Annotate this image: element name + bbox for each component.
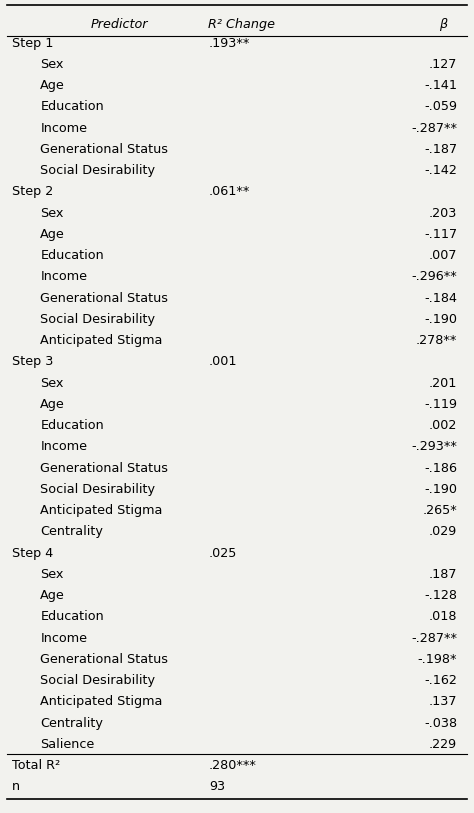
- Text: .278**: .278**: [416, 334, 457, 347]
- Text: Education: Education: [40, 611, 104, 624]
- Text: .187: .187: [428, 567, 457, 580]
- Text: Anticipated Stigma: Anticipated Stigma: [40, 504, 163, 517]
- Text: -.141: -.141: [424, 79, 457, 92]
- Text: R² Change: R² Change: [208, 18, 275, 31]
- Text: .193**: .193**: [209, 37, 250, 50]
- Text: Step 2: Step 2: [12, 185, 54, 198]
- Text: -.190: -.190: [424, 313, 457, 326]
- Text: Generational Status: Generational Status: [40, 462, 168, 475]
- Text: .001: .001: [209, 355, 237, 368]
- Text: -.142: -.142: [424, 164, 457, 177]
- Text: .280***: .280***: [209, 759, 257, 772]
- Text: -.038: -.038: [424, 716, 457, 729]
- Text: Age: Age: [40, 589, 65, 602]
- Text: Centrality: Centrality: [40, 525, 103, 538]
- Text: -.059: -.059: [424, 100, 457, 113]
- Text: Social Desirability: Social Desirability: [40, 164, 155, 177]
- Text: Step 4: Step 4: [12, 546, 54, 559]
- Text: -.128: -.128: [424, 589, 457, 602]
- Text: -.296**: -.296**: [411, 271, 457, 284]
- Text: n: n: [12, 780, 20, 793]
- Text: Social Desirability: Social Desirability: [40, 674, 155, 687]
- Text: -.293**: -.293**: [411, 441, 457, 454]
- Text: -.162: -.162: [424, 674, 457, 687]
- Text: Generational Status: Generational Status: [40, 143, 168, 156]
- Text: Sex: Sex: [40, 58, 64, 71]
- Text: Education: Education: [40, 100, 104, 113]
- Text: .203: .203: [429, 207, 457, 220]
- Text: Generational Status: Generational Status: [40, 292, 168, 305]
- Text: -.117: -.117: [424, 228, 457, 241]
- Text: Income: Income: [40, 271, 87, 284]
- Text: Sex: Sex: [40, 376, 64, 389]
- Text: .029: .029: [429, 525, 457, 538]
- Text: Centrality: Centrality: [40, 716, 103, 729]
- Text: Salience: Salience: [40, 738, 94, 751]
- Text: -.186: -.186: [424, 462, 457, 475]
- Text: Social Desirability: Social Desirability: [40, 313, 155, 326]
- Text: .201: .201: [429, 376, 457, 389]
- Text: Total R²: Total R²: [12, 759, 60, 772]
- Text: β: β: [439, 18, 447, 31]
- Text: -.184: -.184: [424, 292, 457, 305]
- Text: Age: Age: [40, 398, 65, 411]
- Text: Income: Income: [40, 122, 87, 135]
- Text: -.190: -.190: [424, 483, 457, 496]
- Text: Sex: Sex: [40, 567, 64, 580]
- Text: Age: Age: [40, 228, 65, 241]
- Text: Age: Age: [40, 79, 65, 92]
- Text: .127: .127: [429, 58, 457, 71]
- Text: Predictor: Predictor: [91, 18, 149, 31]
- Text: .265*: .265*: [422, 504, 457, 517]
- Text: Social Desirability: Social Desirability: [40, 483, 155, 496]
- Text: Anticipated Stigma: Anticipated Stigma: [40, 334, 163, 347]
- Text: Generational Status: Generational Status: [40, 653, 168, 666]
- Text: Sex: Sex: [40, 207, 64, 220]
- Text: .061**: .061**: [209, 185, 250, 198]
- Text: -.198*: -.198*: [418, 653, 457, 666]
- Text: -.119: -.119: [424, 398, 457, 411]
- Text: Step 1: Step 1: [12, 37, 54, 50]
- Text: Education: Education: [40, 420, 104, 433]
- Text: .229: .229: [429, 738, 457, 751]
- Text: -.287**: -.287**: [411, 632, 457, 645]
- Text: Anticipated Stigma: Anticipated Stigma: [40, 695, 163, 708]
- Text: -.187: -.187: [424, 143, 457, 156]
- Text: .025: .025: [209, 546, 237, 559]
- Text: .007: .007: [428, 249, 457, 262]
- Text: Step 3: Step 3: [12, 355, 54, 368]
- Text: -.287**: -.287**: [411, 122, 457, 135]
- Text: 93: 93: [209, 780, 225, 793]
- Text: .137: .137: [428, 695, 457, 708]
- Text: Income: Income: [40, 441, 87, 454]
- Text: .002: .002: [429, 420, 457, 433]
- Text: Income: Income: [40, 632, 87, 645]
- Text: .018: .018: [428, 611, 457, 624]
- Text: Education: Education: [40, 249, 104, 262]
